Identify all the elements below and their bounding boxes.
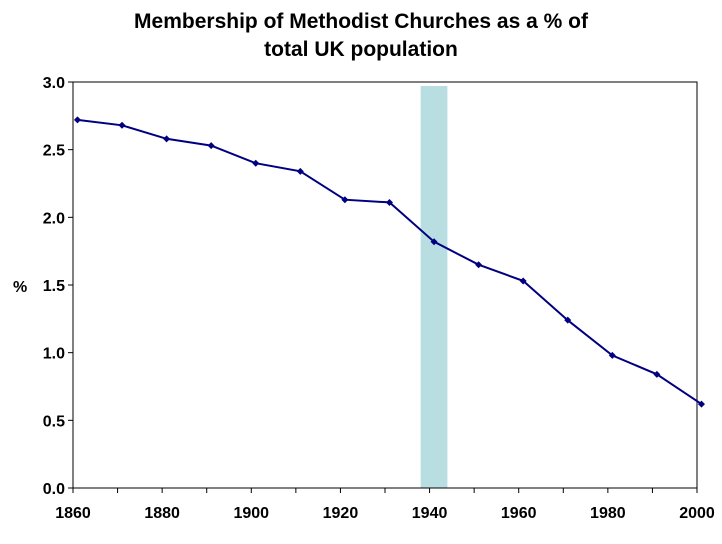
data-point [697, 400, 705, 408]
highlight-band [420, 86, 448, 488]
tick-labels: 0.0 0.5 1.0 1.5 2.0 2.5 3.0 1860 1880 1900 1920 194… [43, 75, 715, 522]
x-tick-label: 1920 [323, 505, 359, 522]
x-tick-label: 1900 [233, 505, 269, 522]
axes [68, 81, 698, 493]
data-point [519, 277, 527, 285]
data-point [475, 261, 483, 269]
data-point [653, 370, 661, 378]
chart-title: Membership of Methodist Churches as a % … [0, 8, 722, 64]
x-tick-label: 1860 [55, 505, 91, 522]
y-axis-label: % [13, 279, 27, 296]
plot-frame [72, 81, 698, 489]
highlight-band-layer [420, 86, 448, 488]
data-point [564, 316, 572, 324]
data-point [118, 121, 126, 129]
x-tick-label: 2000 [679, 505, 715, 522]
y-tick-label: 1.0 [43, 346, 65, 363]
x-tick-label: 1880 [144, 505, 180, 522]
y-tick-label: 3.0 [43, 75, 65, 92]
chart-title-line-1: Membership of Methodist Churches as a % … [134, 10, 588, 33]
y-tick-label: 2.5 [43, 143, 65, 160]
data-point [73, 116, 81, 124]
chart-title-line-2: total UK population [264, 38, 458, 61]
data-point [608, 351, 616, 359]
y-tick-label: 1.5 [43, 278, 65, 295]
y-tick-label: 0.0 [43, 481, 65, 498]
data-point [296, 167, 304, 175]
data-point [163, 135, 171, 143]
data-point [430, 238, 438, 246]
x-tick-label: 1980 [590, 505, 626, 522]
x-tick-label: 1940 [412, 505, 448, 522]
data-point [252, 159, 260, 167]
x-tick-label: 1960 [501, 505, 537, 522]
series-line [77, 118, 703, 405]
series-layer [73, 116, 705, 408]
y-tick-label: 0.5 [43, 413, 65, 430]
data-point [207, 142, 215, 150]
data-point [385, 198, 393, 206]
data-point [341, 196, 349, 204]
y-tick-label: 2.0 [43, 210, 65, 227]
